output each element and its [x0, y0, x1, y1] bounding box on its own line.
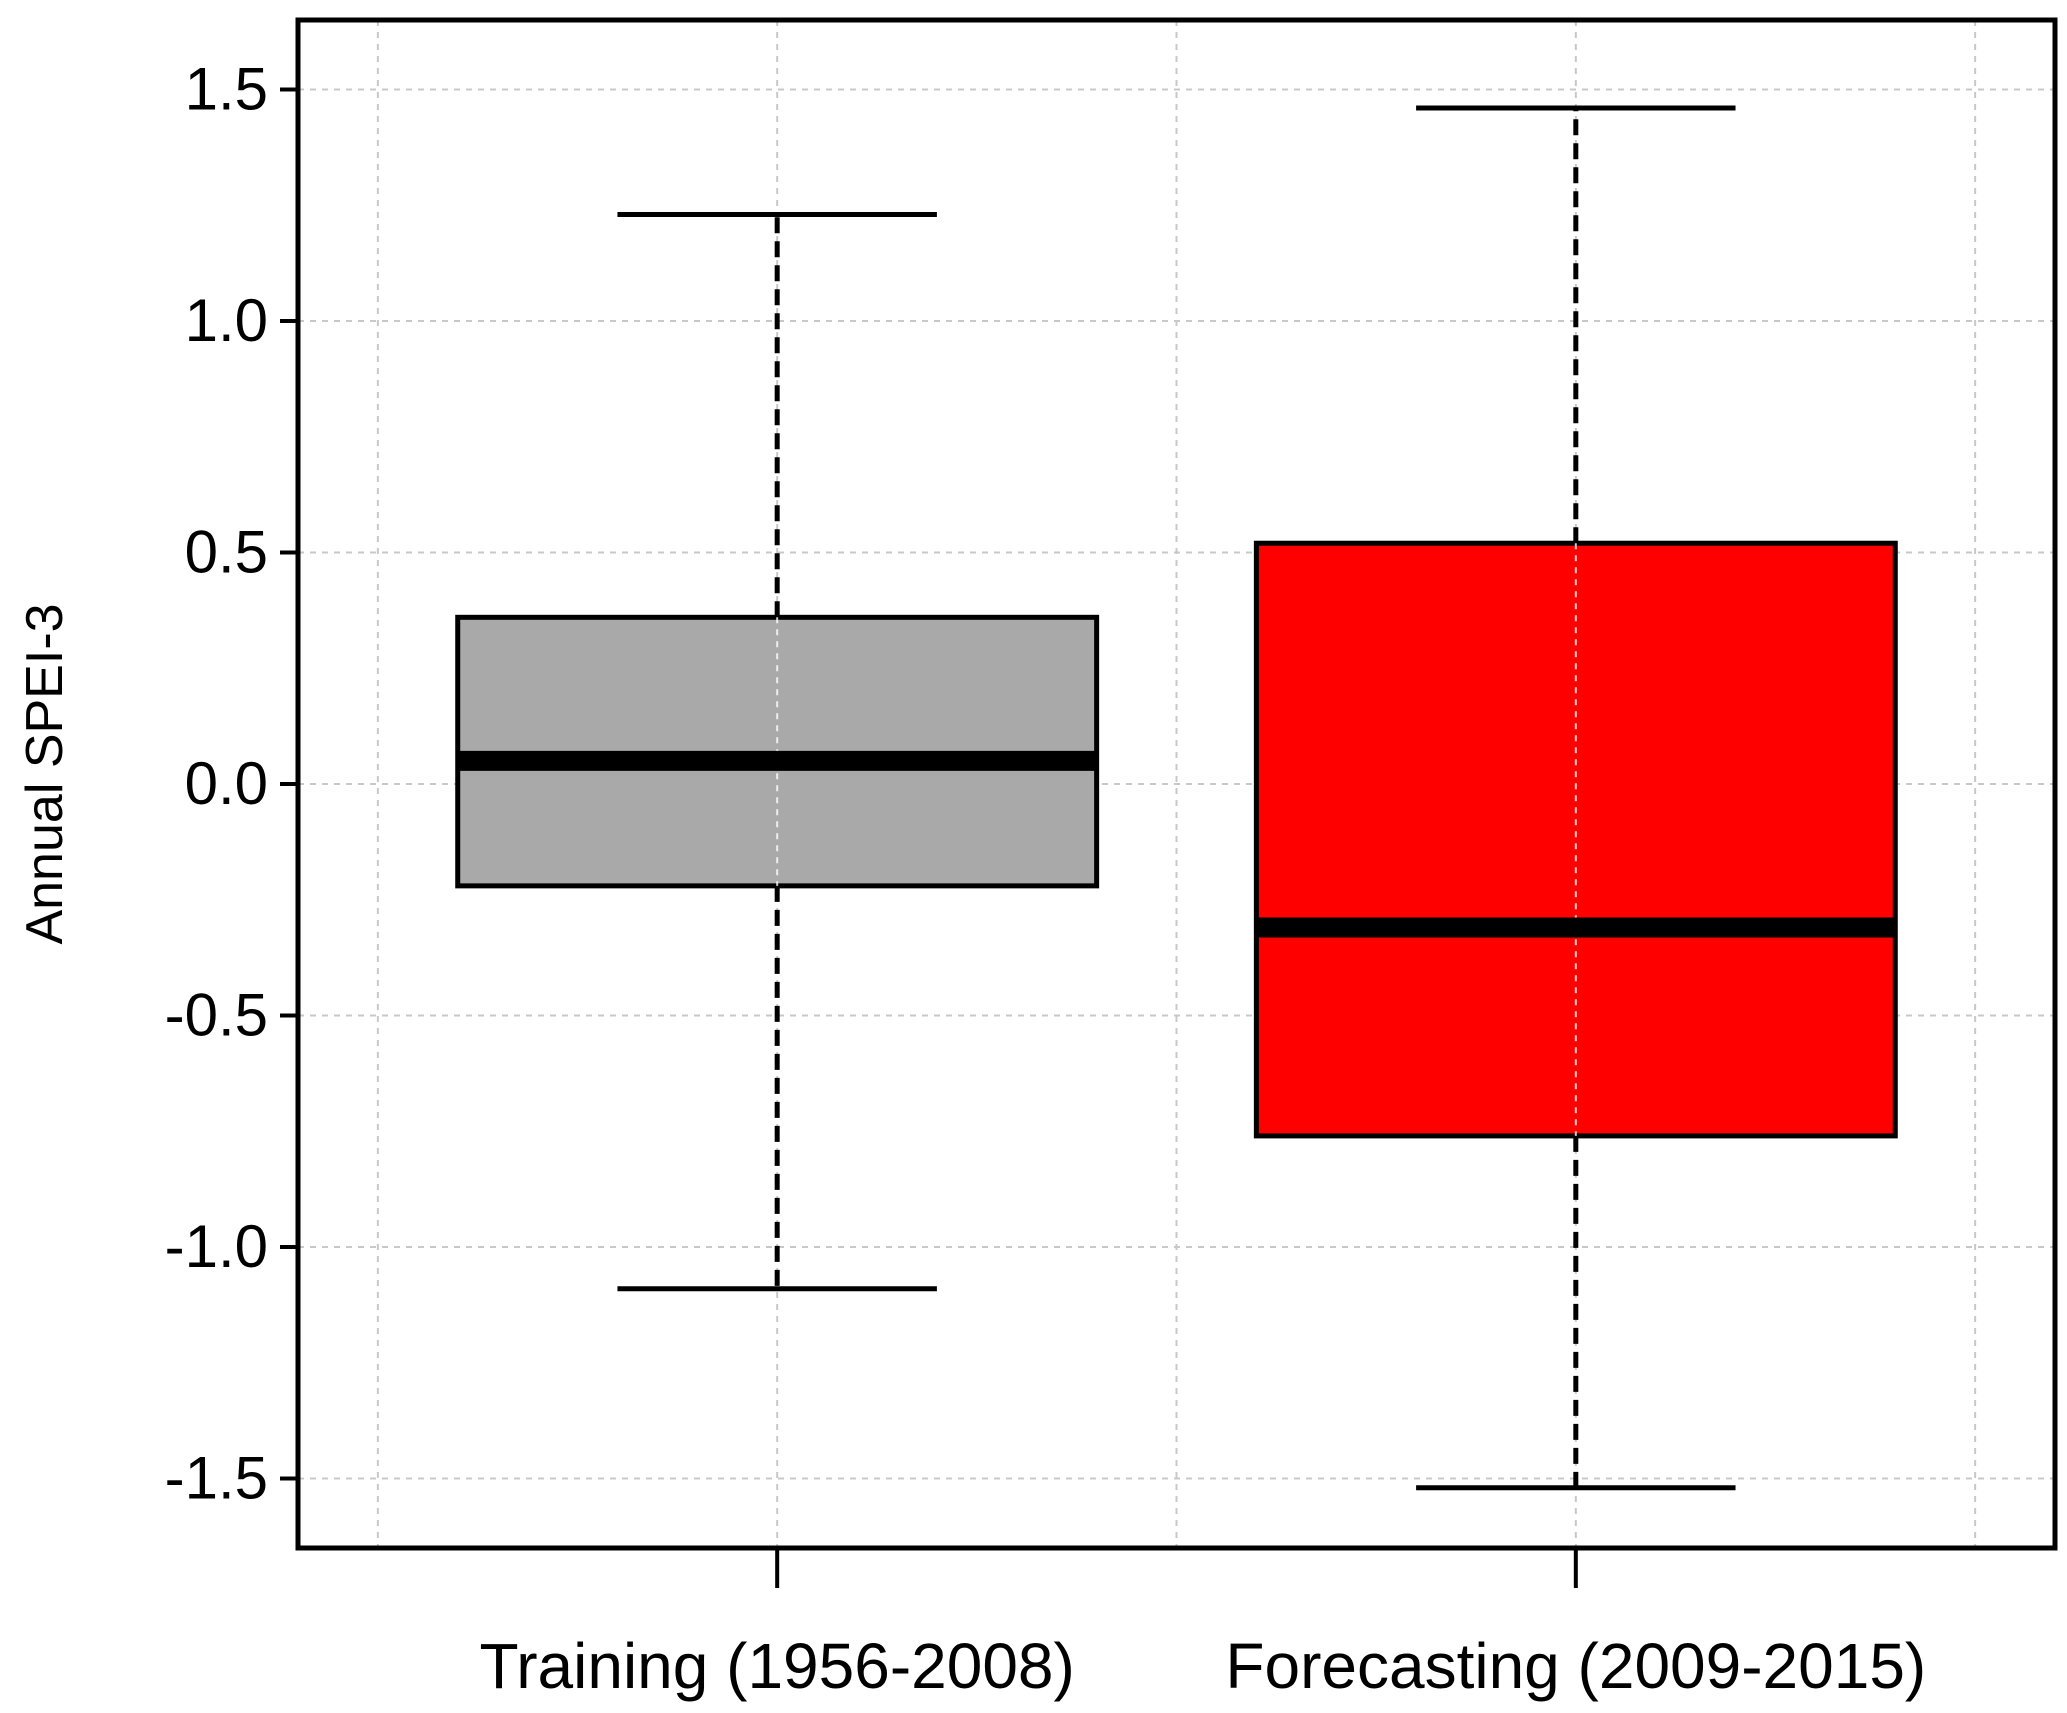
x-tick-label: Training (1956-2008) — [480, 1630, 1075, 1702]
y-tick-label: -1.0 — [165, 1213, 268, 1280]
boxes-layer — [455, 105, 1898, 1491]
y-tick-label: -0.5 — [165, 982, 268, 1049]
x-axis: Training (1956-2008) Forecasting (2009-20… — [480, 1548, 1926, 1702]
y-axis: 1.5 1.0 0.5 0.0 -0.5 -1.0 -1.5 — [165, 55, 298, 1512]
y-axis-title: Annual SPEI-3 — [16, 603, 74, 944]
box-group — [455, 211, 1100, 1292]
y-tick-label: 1.5 — [185, 55, 268, 122]
y-tick-label: 0.0 — [185, 750, 268, 817]
box-group — [1253, 105, 1898, 1491]
y-tick-label: -1.5 — [165, 1445, 268, 1512]
y-tick-label: 0.5 — [185, 518, 268, 585]
y-tick-label: 1.0 — [185, 287, 268, 354]
x-tick-label: Forecasting (2009-2015) — [1225, 1630, 1926, 1702]
